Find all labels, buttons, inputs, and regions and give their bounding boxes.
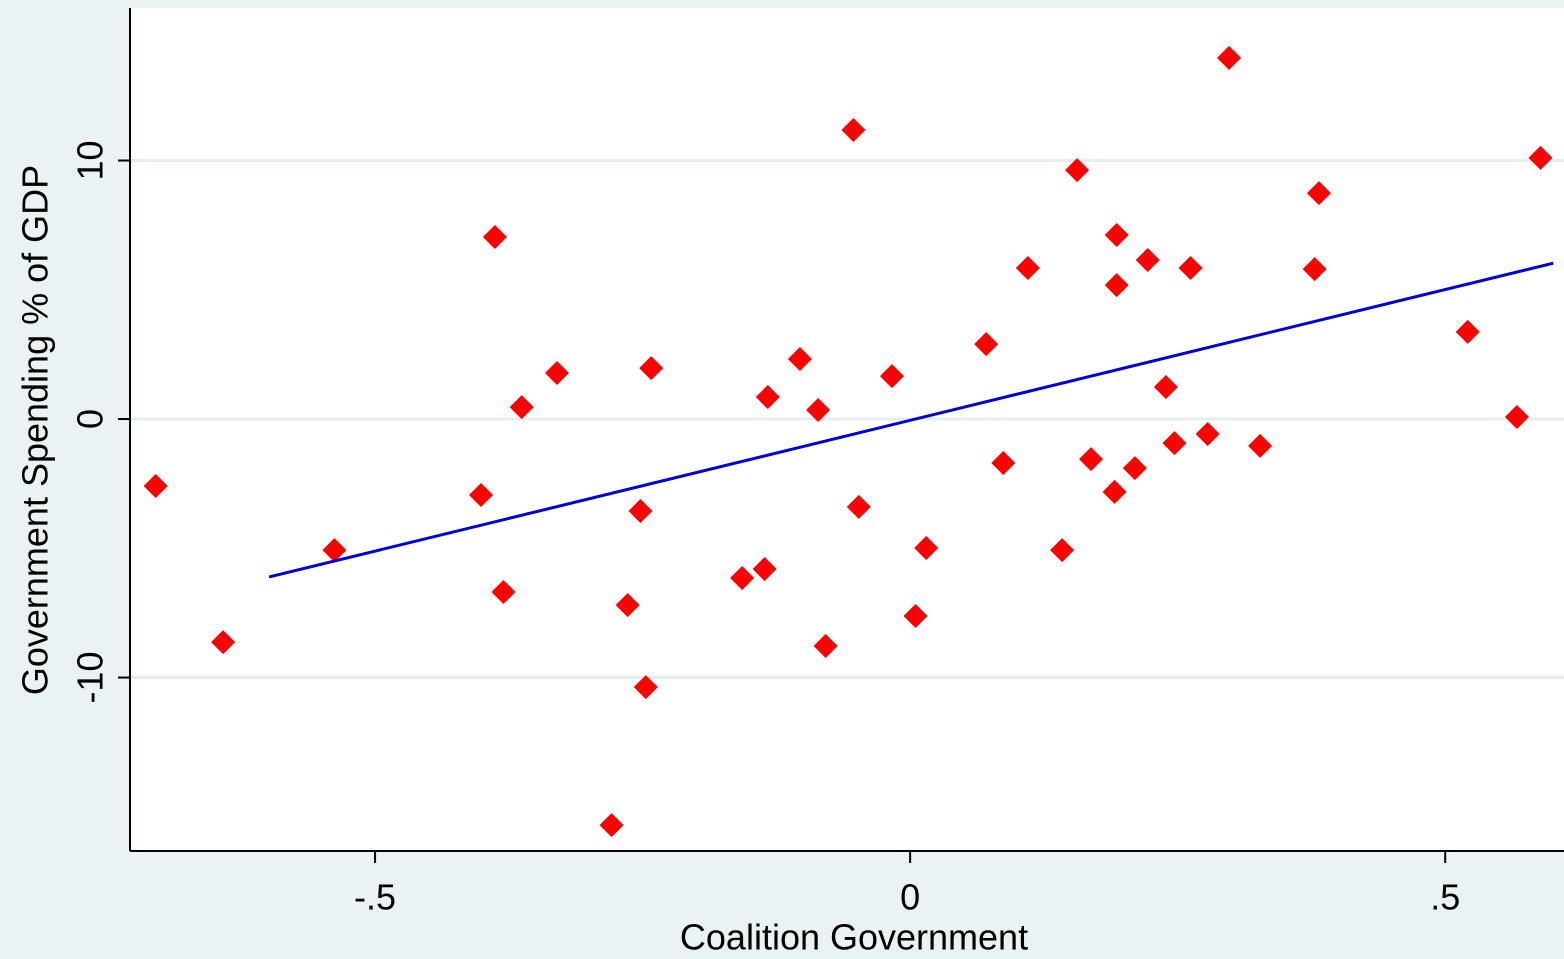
- y-axis-label: Government Spending % of GDP: [15, 165, 56, 695]
- point: [615, 593, 640, 618]
- point: [211, 630, 236, 655]
- point: [879, 364, 904, 389]
- x-axis-label: Coalition Government: [680, 917, 1028, 958]
- x-tick-label: -.5: [354, 877, 396, 918]
- fit-line: [268, 261, 1554, 579]
- point: [1135, 248, 1160, 273]
- point: [813, 634, 838, 659]
- point: [1065, 158, 1090, 183]
- point: [1050, 538, 1075, 563]
- point: [639, 356, 664, 381]
- point: [1015, 256, 1040, 281]
- point: [633, 675, 658, 700]
- point: [730, 566, 755, 591]
- point: [1162, 431, 1187, 456]
- point: [846, 494, 871, 519]
- point: [1178, 256, 1203, 281]
- point: [322, 538, 347, 563]
- point: [1122, 456, 1147, 481]
- point: [1104, 222, 1129, 247]
- y-tick-label: -10: [70, 652, 111, 704]
- point: [755, 385, 780, 410]
- point: [628, 499, 653, 524]
- point: [469, 483, 494, 508]
- point: [1248, 433, 1273, 458]
- point: [806, 397, 831, 422]
- point: [1306, 181, 1331, 206]
- point: [1078, 447, 1103, 472]
- y-tick-label: 10: [70, 140, 111, 180]
- plot-area: [130, 8, 1564, 851]
- point: [1102, 479, 1127, 504]
- point: [491, 579, 516, 604]
- point: [841, 118, 866, 143]
- point: [991, 450, 1016, 475]
- point: [903, 604, 928, 629]
- point: [1528, 145, 1553, 170]
- x-tick-label: 0: [900, 877, 920, 918]
- point: [509, 395, 534, 420]
- y-tick-label: 0: [70, 409, 111, 429]
- x-tick-label: .5: [1430, 877, 1460, 918]
- point: [143, 473, 168, 498]
- point: [1455, 319, 1480, 344]
- point: [974, 332, 999, 357]
- point: [482, 225, 507, 250]
- point: [599, 813, 624, 838]
- point: [914, 536, 939, 561]
- point: [1302, 257, 1327, 282]
- point: [1153, 374, 1178, 399]
- point: [752, 556, 777, 581]
- point: [1104, 273, 1129, 298]
- point: [787, 347, 812, 372]
- point: [1195, 422, 1220, 447]
- point: [544, 361, 569, 386]
- point: [1217, 45, 1242, 70]
- point: [1504, 404, 1529, 429]
